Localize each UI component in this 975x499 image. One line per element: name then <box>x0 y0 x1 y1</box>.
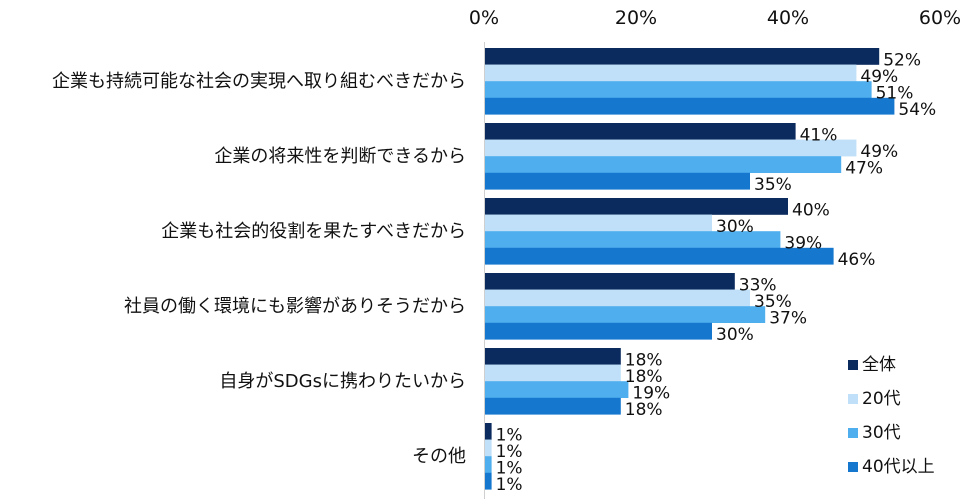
bar <box>484 423 492 440</box>
bar <box>484 97 895 115</box>
data-label: 46% <box>838 250 876 270</box>
legend-swatch <box>848 360 858 370</box>
legend: 全体 20代 30代 40代以上 <box>848 355 935 477</box>
legend-label: 40代以上 <box>862 457 935 477</box>
category-label: その他 <box>412 446 466 467</box>
bar <box>484 289 750 307</box>
bar <box>484 397 621 415</box>
data-label: 1% <box>496 459 523 479</box>
bar <box>484 364 621 382</box>
bar <box>484 139 857 157</box>
bar <box>484 81 872 98</box>
bar <box>484 48 880 65</box>
bar <box>484 456 492 473</box>
bar <box>484 348 621 365</box>
data-label: 41% <box>800 125 838 145</box>
data-label: 1% <box>496 425 523 445</box>
data-label: 18% <box>625 400 663 420</box>
data-label: 18% <box>625 350 663 370</box>
bar <box>484 439 492 457</box>
data-label: 35% <box>754 175 792 195</box>
bar <box>484 322 712 340</box>
data-label: 49% <box>860 67 898 87</box>
bar <box>484 214 712 232</box>
bar <box>484 156 842 173</box>
bar <box>484 64 857 82</box>
data-label: 52% <box>883 50 921 70</box>
category-label: 自身がSDGsに携わりたいから <box>219 371 466 392</box>
bar-series <box>484 48 895 490</box>
data-label: 40% <box>792 200 830 220</box>
bar <box>484 198 788 215</box>
data-labels: 52%49%51%54%41%49%47%35%40%30%39%46%33%3… <box>496 50 937 495</box>
data-label: 33% <box>739 275 777 295</box>
data-label: 51% <box>876 84 914 104</box>
bar <box>484 172 750 190</box>
data-label: 1% <box>496 442 523 462</box>
data-label: 47% <box>845 159 883 179</box>
data-label: 54% <box>898 100 936 120</box>
bar <box>484 123 796 140</box>
data-label: 35% <box>754 292 792 312</box>
category-label: 企業も社会的役割を果たすべきだから <box>161 221 466 242</box>
x-tick-label: 40% <box>767 7 809 29</box>
data-label: 18% <box>625 367 663 387</box>
bar <box>484 306 766 323</box>
data-label: 30% <box>716 325 754 345</box>
bar <box>484 273 735 290</box>
data-label: 1% <box>496 475 523 495</box>
bar <box>484 231 781 248</box>
legend-swatch <box>848 462 858 472</box>
category-label: 企業も持続可能な社会の実現へ取り組むべきだから <box>52 71 466 92</box>
data-label: 19% <box>632 384 670 404</box>
bar <box>484 381 629 398</box>
category-label: 社員の働く環境にも影響がありそうだから <box>124 296 466 317</box>
data-label: 37% <box>769 309 807 329</box>
category-label: 企業の将来性を判断できるから <box>214 146 466 167</box>
x-tick-label: 60% <box>919 7 961 29</box>
bar <box>484 247 834 265</box>
legend-swatch <box>848 428 858 438</box>
x-axis-ticks: 0% 20% 40% 60% <box>469 7 961 29</box>
x-tick-label: 0% <box>469 7 499 29</box>
data-label: 30% <box>716 217 754 237</box>
legend-label: 全体 <box>862 355 896 375</box>
bar <box>484 472 492 490</box>
data-label: 39% <box>784 234 822 254</box>
legend-swatch <box>848 394 858 404</box>
category-labels: 企業も持続可能な社会の実現へ取り組むべきだから企業の将来性を判断できるから企業も… <box>52 71 466 467</box>
x-tick-label: 20% <box>615 7 657 29</box>
legend-label: 20代 <box>862 389 901 409</box>
legend-label: 30代 <box>862 423 901 443</box>
data-label: 49% <box>860 142 898 162</box>
